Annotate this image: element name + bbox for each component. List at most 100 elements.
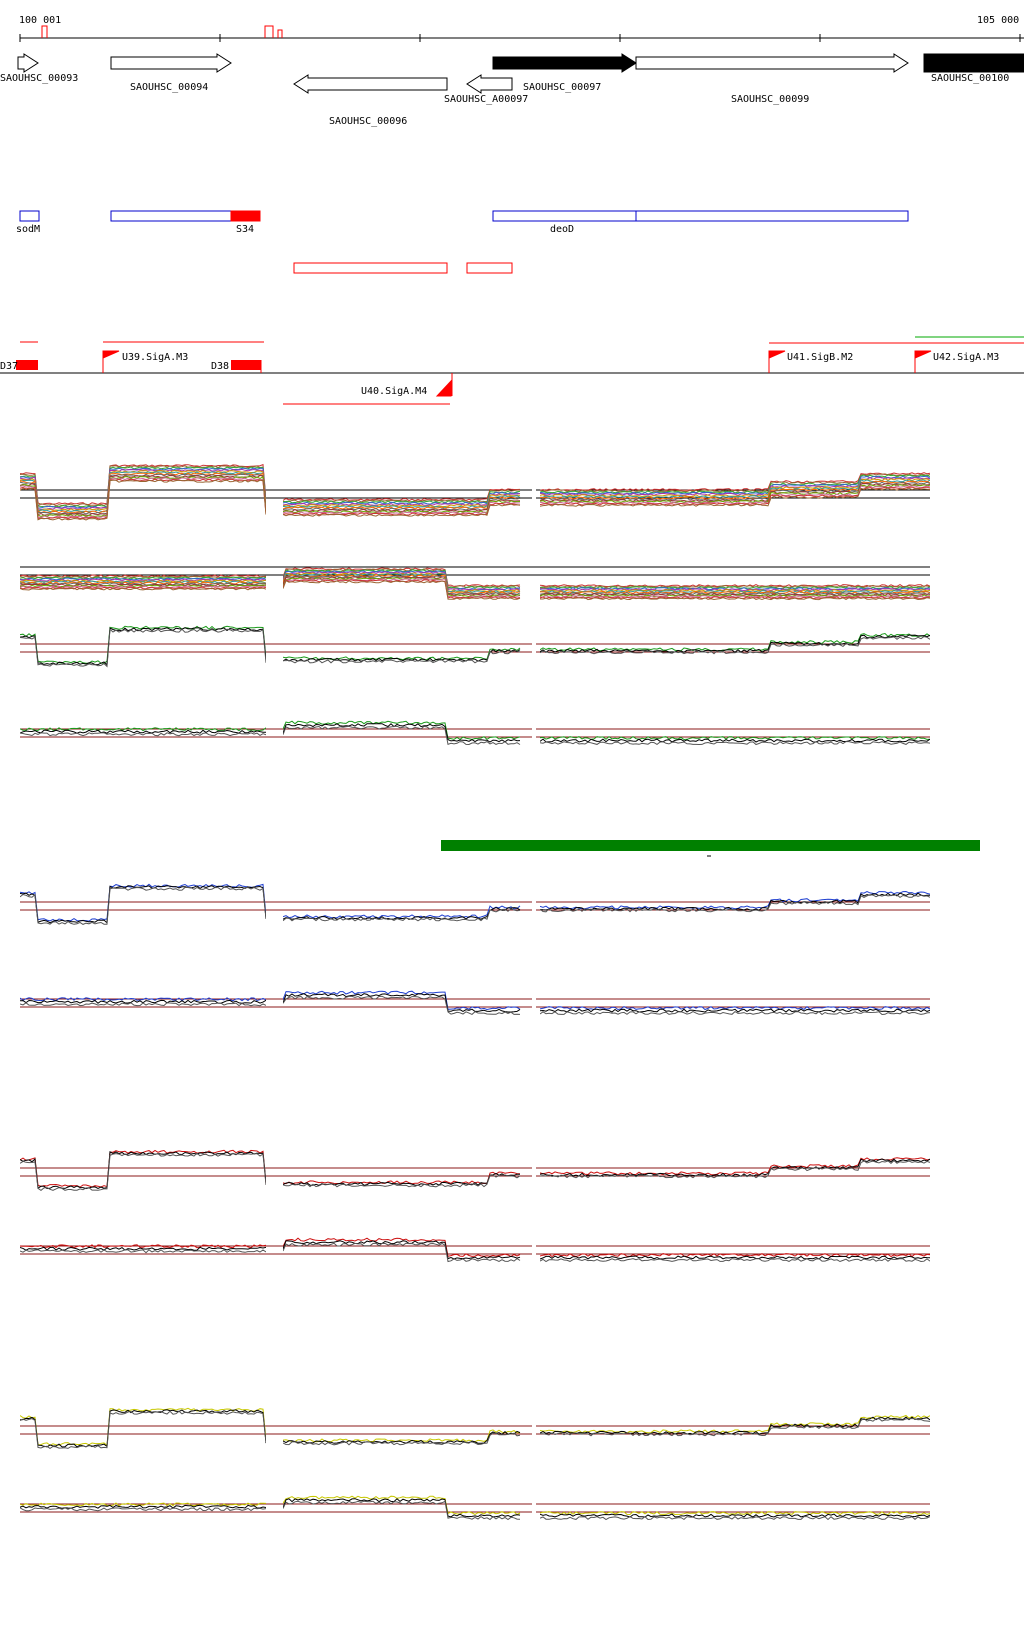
expression-trace [20,997,266,1002]
gene-track: SAOUHSC_00093 SAOUHSC_00094 SAOUHSC_00096 S… [0,53,1024,127]
ruler-ticks [19,34,1021,42]
expression-trace [540,480,930,500]
feature-box-deod-extension[interactable] [635,210,909,222]
expression-trace [20,463,266,506]
expression-trace [283,650,521,664]
expression-trace [20,1002,266,1007]
expression-trace [20,627,266,666]
expression-trace [540,482,930,502]
trace-segment [283,567,521,600]
expression-trace [20,1407,266,1447]
expression-trace [20,575,266,579]
trace-segment [20,1244,266,1254]
antisense-box[interactable] [293,262,448,274]
trace-segment [540,472,930,507]
expression-trace [283,576,521,597]
expression-trace [540,1513,930,1518]
expression-trace [283,1432,521,1446]
expression-trace [540,740,930,746]
trace-segment [20,1149,266,1192]
ruler-red-mark [277,29,283,38]
trace-segment [540,1511,930,1521]
expression-trace [283,499,521,512]
expression-trace [540,1158,930,1177]
expression-trace [20,470,266,512]
expression-trace [20,478,266,520]
antisense-track [293,262,513,274]
expression-trace [20,729,266,734]
expression-trace [283,489,520,503]
expression-trace [20,1246,266,1251]
promoter-block-d38[interactable] [231,360,261,370]
trace-segment [540,735,930,746]
expression-trace [283,908,521,922]
promoter-flag-u40[interactable] [435,379,452,397]
expression-trace [540,1258,930,1263]
trace-segment [540,890,930,913]
promoter-label-d38: D38 [211,361,229,372]
expression-trace [20,583,266,587]
expression-trace [283,496,521,510]
gene-arrow[interactable] [635,53,909,73]
expression-trace [20,467,266,509]
expression-trace [283,1495,521,1516]
expression-trace [540,478,930,498]
expression-trace [283,1240,521,1260]
expression-trace [283,1237,521,1257]
expression-trace [20,582,266,586]
ruler-red-mark [264,25,274,38]
trace-segment [20,1502,266,1512]
trace-segment [283,1237,521,1263]
expression-trace [20,625,266,664]
green-annotation-bar[interactable] [441,840,980,851]
expression-trace [20,885,266,924]
expression-trace [540,1006,930,1011]
expression-trace [20,1504,266,1509]
expression-trace [540,738,930,743]
gene-arrow[interactable] [17,53,39,73]
trace-segment [283,720,521,746]
expression-trace [283,723,521,743]
expression-trace [540,586,930,590]
expression-trace [20,886,266,925]
promoter-label-u39: U39.SigA.M3 [122,352,188,363]
gene-label: SAOUHSC_00100 [931,73,1009,84]
expression-trace [540,597,930,601]
feature-label-sodm: sodM [16,224,40,235]
promoter-flag-u39[interactable] [102,350,120,373]
ruler-end-label: 105 000 [977,15,1019,26]
expression-trace [283,990,521,1011]
expression-trace [20,472,266,514]
expression-trace [283,578,521,599]
ruler-start-label: 100 001 [19,15,61,26]
feature-label-s34: S34 [236,224,254,235]
expression-trace [283,575,521,596]
feature-box-s34[interactable] [110,210,232,222]
expression-trace [540,1010,930,1016]
expression-trace [20,732,266,737]
gene-arrow[interactable] [293,74,448,94]
expression-tracks [20,463,930,1521]
gene-arrow[interactable] [110,53,232,73]
expression-trace [283,905,521,919]
gene-arrow[interactable] [466,74,513,94]
feature-box-deod[interactable] [492,210,637,222]
promoter-flag-u42[interactable] [914,350,932,373]
promoter-flag-u41[interactable] [768,350,786,373]
expression-trace [540,584,930,588]
expression-trace [20,1150,266,1190]
expression-trace [540,1008,930,1013]
expression-trace [20,1507,266,1512]
expression-trace [540,1414,930,1434]
trace-segment [20,625,266,668]
antisense-box[interactable] [466,262,513,274]
feature-box-s34-red[interactable] [230,210,261,222]
gene-arrow[interactable] [923,53,1024,73]
feature-box-sodm[interactable] [19,210,40,222]
promoter-block-d37[interactable] [16,360,38,370]
expression-trace [283,1500,521,1521]
gene-arrow[interactable] [492,53,637,73]
expression-trace [283,501,521,515]
expression-trace [540,593,930,597]
